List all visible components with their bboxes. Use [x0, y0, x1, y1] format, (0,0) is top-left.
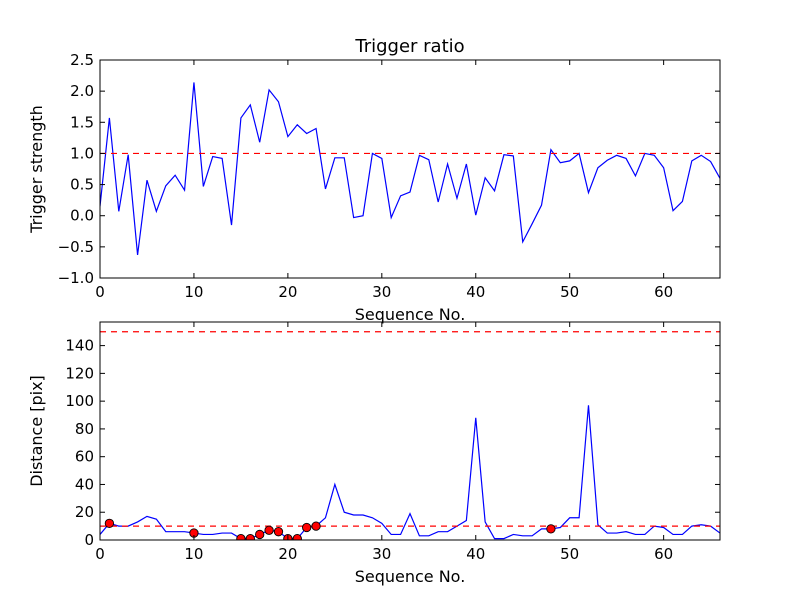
bottom-x-tick-label: 60	[654, 545, 673, 563]
bottom-marker-point	[264, 525, 274, 535]
top-y-tick-label: −1.0	[58, 269, 94, 287]
bottom-marker-point	[311, 521, 321, 531]
bottom-series-group	[100, 331, 720, 540]
top-x-tick-label: 60	[654, 283, 673, 301]
top-x-tick-label: 20	[278, 283, 297, 301]
bottom-marker-point	[236, 533, 246, 540]
top-y-tick-label: 1.0	[70, 144, 94, 162]
top-x-tick-label: 10	[184, 283, 203, 301]
bottom-x-tick-label: 0	[95, 545, 105, 563]
top-data-line	[100, 82, 720, 256]
top-y-tick-label: 0.5	[70, 176, 94, 194]
bottom-x-tick-label: 30	[372, 545, 391, 563]
top-x-axis-label: Sequence No.	[355, 305, 466, 324]
top-x-tick-label: 30	[372, 283, 391, 301]
bottom-y-tick-label: 20	[75, 503, 94, 521]
top-y-tick-label: 0.0	[70, 207, 94, 225]
top-y-tick-label: −0.5	[58, 238, 94, 256]
bottom-y-tick-label: 60	[75, 448, 94, 466]
top-y-tick-label: 1.5	[70, 113, 94, 131]
top-x-tick-label: 40	[466, 283, 485, 301]
top-chart-title: Trigger ratio	[354, 36, 464, 57]
top-axes-frame	[99, 59, 721, 279]
distance-chart: 0 10 20 30 40 50 60 0 20 40 60 80 100 120 140 Sequence …	[27, 321, 721, 586]
top-y-axis-label: Trigger strength	[27, 105, 46, 234]
bottom-marker-point	[546, 524, 556, 534]
top-x-tick-label: 50	[560, 283, 579, 301]
bottom-marker-point	[255, 529, 265, 540]
bottom-y-tick-label: 0	[84, 531, 94, 549]
bottom-x-tick-label: 50	[560, 545, 579, 563]
bottom-y-tick-label: 80	[75, 420, 94, 438]
bottom-y-tick-label: 120	[65, 364, 94, 382]
bottom-x-tick-label: 10	[184, 545, 203, 563]
top-y-tick-label: 2.5	[70, 51, 94, 69]
bottom-x-axis-label: Sequence No.	[355, 567, 466, 586]
bottom-x-tick-label: 20	[278, 545, 297, 563]
bottom-y-axis-label: Distance [pix]	[27, 375, 46, 487]
top-y-tick-label: 2.0	[70, 82, 94, 100]
bottom-x-tick-label: 40	[466, 545, 485, 563]
bottom-marker-point	[104, 518, 115, 528]
bottom-y-tick-label: 100	[65, 392, 94, 410]
bottom-data-line	[100, 405, 720, 540]
top-series-group	[100, 82, 720, 256]
bottom-y-tick-label: 140	[65, 337, 94, 355]
trigger-ratio-chart: 0 10 20 30 40 50 60 −1.0 −0.5 0.0 0.5 1.0 1.5 2.0 2.5 T…	[27, 36, 721, 324]
bottom-marker-point	[302, 522, 312, 533]
bottom-axes-frame	[99, 321, 721, 541]
top-x-tick-label: 0	[95, 283, 105, 301]
bottom-marker-point	[245, 533, 255, 540]
bottom-y-tick-label: 40	[75, 475, 94, 493]
bottom-marker-point	[273, 527, 284, 537]
bottom-marker-point	[292, 533, 302, 540]
